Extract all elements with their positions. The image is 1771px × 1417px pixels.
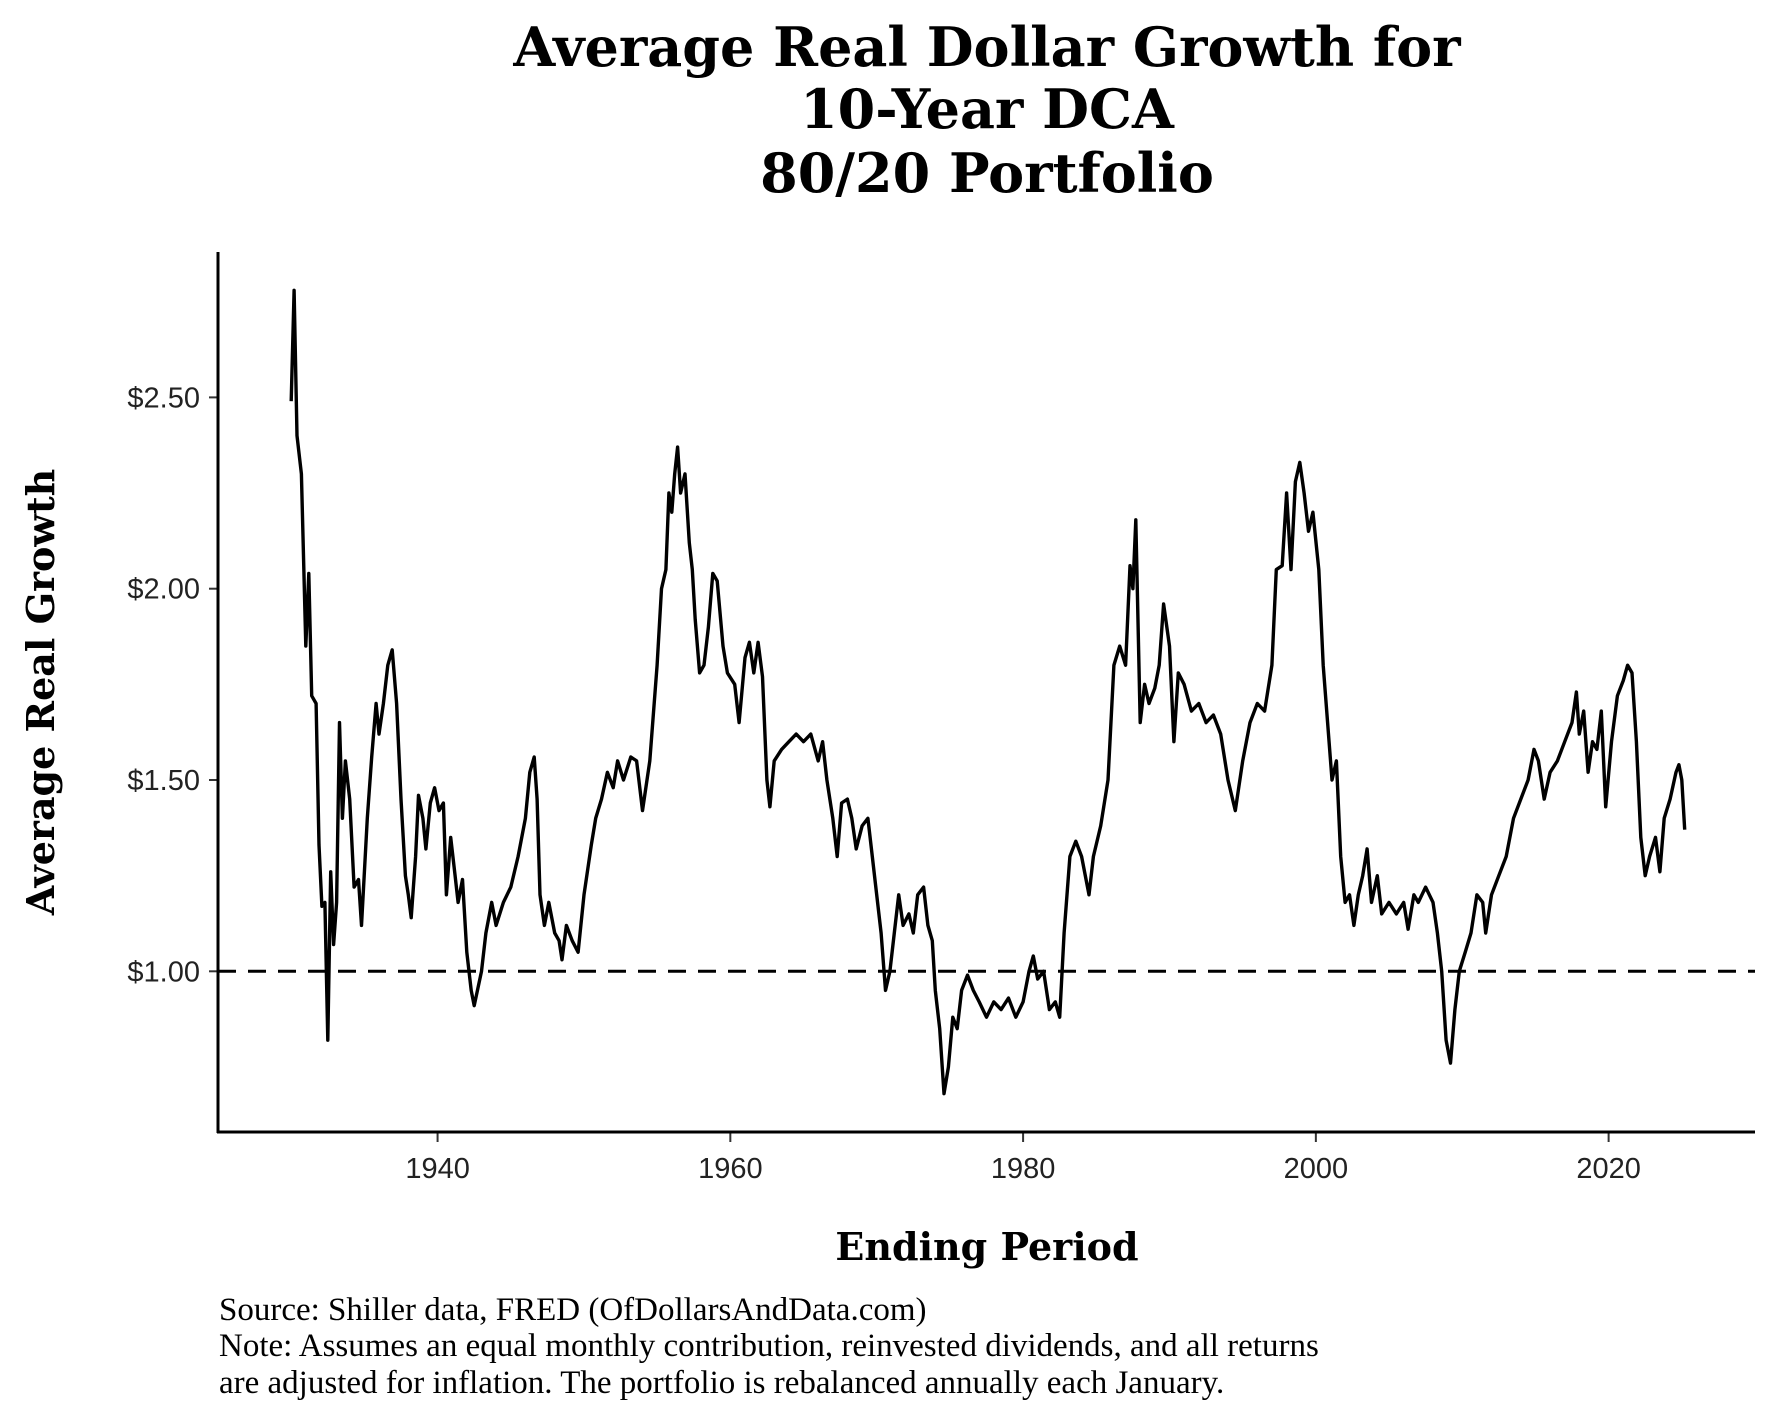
- caption-source: Source: Shiller data, FRED (OfDollarsAnd…: [219, 1292, 927, 1328]
- caption-note-line-2: are adjusted for inflation. The portfoli…: [219, 1365, 1224, 1401]
- chart-title-line-1: Average Real Dollar Growth for: [512, 15, 1461, 79]
- chart-title-line-2: 10-Year DCA: [800, 77, 1175, 141]
- x-ticks: 1940 1960 1980 2000 2020: [405, 1132, 1641, 1185]
- y-tick-label: $1.00: [127, 956, 200, 988]
- x-tick-label: 2020: [1576, 1153, 1641, 1185]
- x-axis-label: Ending Period: [835, 1224, 1138, 1269]
- x-tick-label: 1960: [698, 1153, 763, 1185]
- y-tick-label: $2.00: [127, 574, 200, 606]
- y-ticks: $1.00 $1.50 $2.00 $2.50: [127, 382, 218, 988]
- series-line: [289, 288, 1687, 1096]
- caption-note-line-1: Note: Assumes an equal monthly contribut…: [219, 1328, 1319, 1364]
- y-axis-label: Average Real Growth: [18, 469, 63, 917]
- y-tick-label: $2.50: [127, 382, 200, 414]
- x-tick-label: 1940: [405, 1153, 470, 1185]
- y-tick-label: $1.50: [127, 765, 200, 797]
- chart-title-line-3: 80/20 Portfolio: [760, 141, 1214, 205]
- x-tick-label: 2000: [1284, 1153, 1349, 1185]
- x-tick-label: 1980: [991, 1153, 1056, 1185]
